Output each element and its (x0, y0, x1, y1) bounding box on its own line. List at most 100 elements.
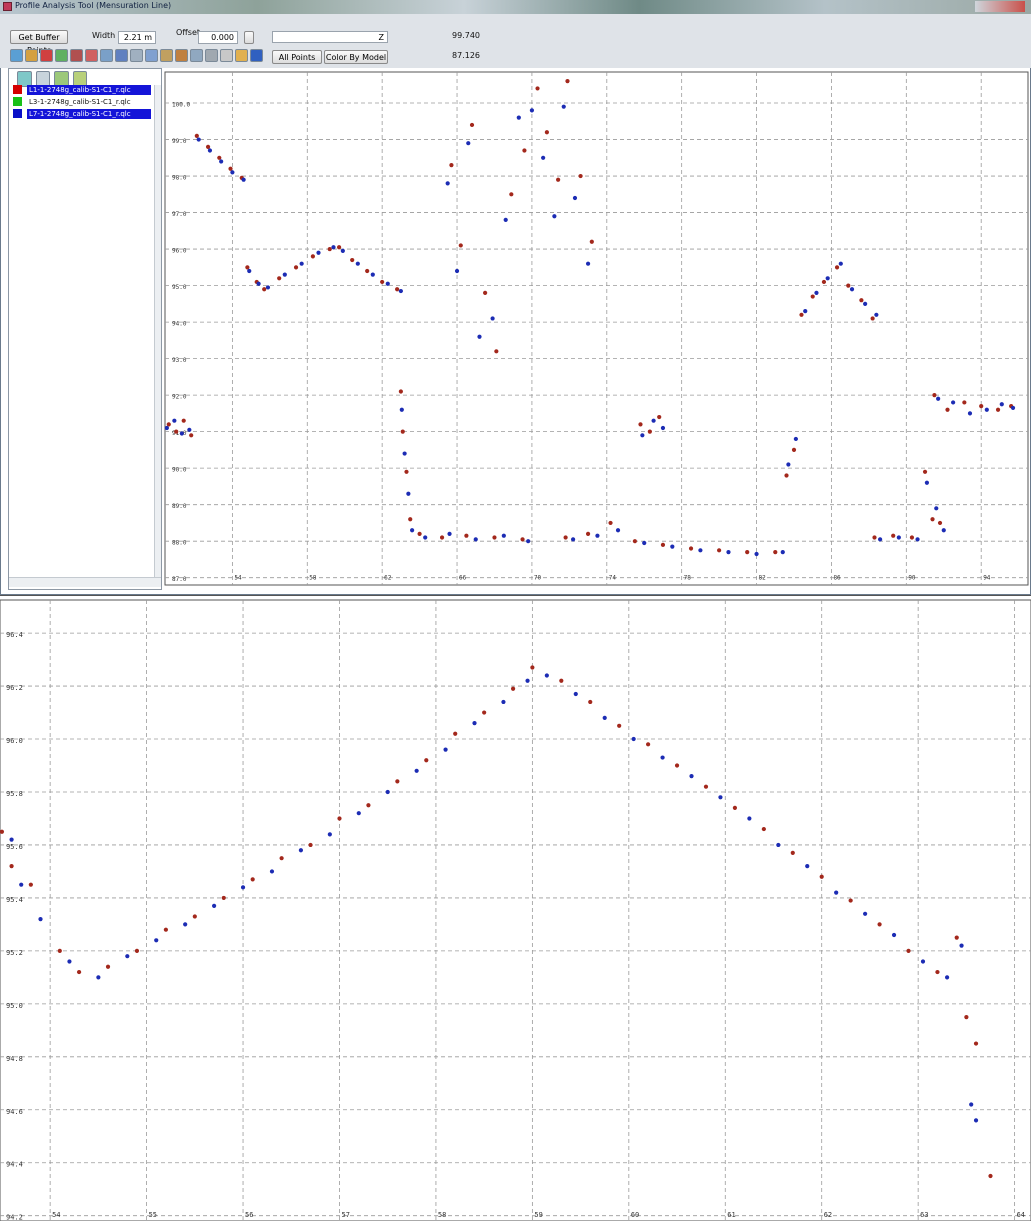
point (230, 170, 234, 174)
tool-icon[interactable] (145, 49, 158, 62)
point (747, 816, 751, 820)
point (187, 428, 191, 432)
point (410, 528, 414, 532)
point (247, 269, 251, 273)
point (996, 408, 1000, 412)
point (974, 1041, 978, 1045)
x-tick-label: 54 (52, 1211, 60, 1219)
layer-item[interactable]: L3-1-2748g_calib-S1-C1_r.qlc (11, 97, 159, 107)
point (938, 521, 942, 525)
slider-label: Z (379, 33, 384, 42)
y-tick-label: 97.0 (172, 211, 187, 218)
point (698, 548, 702, 552)
tool-icon[interactable] (175, 49, 188, 62)
tool-icon[interactable] (100, 49, 113, 62)
layer-item[interactable]: L7-1-2748g_calib-S1-C1_r.qlc (11, 109, 159, 119)
point (660, 755, 664, 759)
offset-spinner[interactable] (244, 31, 254, 44)
point (863, 912, 867, 916)
width-input[interactable]: 2.21 m (118, 31, 156, 44)
point (1000, 402, 1004, 406)
tool-icon[interactable] (85, 49, 98, 62)
point (403, 451, 407, 455)
point (603, 716, 607, 720)
x-tick-label: 58 (438, 1211, 446, 1219)
point (638, 422, 642, 426)
point (803, 309, 807, 313)
point (135, 949, 139, 953)
point (401, 430, 405, 434)
point (689, 546, 693, 550)
point (985, 408, 989, 412)
y-tick-label: 90.0 (172, 467, 187, 474)
z-min: 87.126 (452, 51, 480, 60)
point (455, 269, 459, 273)
tool-icon[interactable] (40, 49, 53, 62)
offset-input[interactable]: 0.000 (198, 31, 238, 44)
tool-icon[interactable] (25, 49, 38, 62)
tool-icon[interactable] (115, 49, 128, 62)
point (754, 552, 758, 556)
tool-icon[interactable] (70, 49, 83, 62)
point (717, 548, 721, 552)
tool-icon[interactable] (130, 49, 143, 62)
tool-icon[interactable] (55, 49, 68, 62)
point (470, 123, 474, 127)
point (878, 537, 882, 541)
point (530, 108, 534, 112)
tool-icon[interactable] (160, 49, 173, 62)
point (799, 313, 803, 317)
point (590, 240, 594, 244)
point (189, 433, 193, 437)
scrollbar[interactable] (154, 85, 161, 585)
point (509, 192, 513, 196)
x-tick-label: 54 (234, 575, 242, 582)
z-slider[interactable]: Z (272, 31, 388, 43)
x-tick-label: 62 (824, 1211, 832, 1219)
point (689, 774, 693, 778)
x-tick-label: 86 (833, 575, 841, 582)
scrollbar[interactable] (9, 577, 161, 587)
window-controls[interactable] (975, 1, 1025, 12)
point (395, 287, 399, 291)
point (440, 535, 444, 539)
x-tick-label: 94 (983, 575, 991, 582)
point (726, 550, 730, 554)
y-tick-label: 87.0 (172, 576, 187, 583)
x-tick-label: 63 (920, 1211, 928, 1219)
tool-icon[interactable] (205, 49, 218, 62)
point (675, 763, 679, 767)
layer-panel: L1-1-2748g_calib-S1-C1_r.qlc L3-1-2748g_c… (8, 68, 162, 590)
y-tick-label: 94.6 (6, 1108, 23, 1116)
tool-icon[interactable] (10, 49, 23, 62)
point (935, 970, 939, 974)
point (640, 433, 644, 437)
point (38, 917, 42, 921)
point (863, 302, 867, 306)
get-buffer-button[interactable]: Get Buffer Points (10, 30, 68, 44)
tool-icon[interactable] (250, 49, 263, 62)
point (328, 832, 332, 836)
color-mode[interactable]: Color By Model (324, 50, 388, 64)
y-tick-label: 98.0 (172, 175, 187, 182)
tool-icon[interactable] (220, 49, 233, 62)
point (283, 273, 287, 277)
point (535, 86, 539, 90)
y-tick-label: 95.2 (6, 949, 23, 957)
point (959, 943, 963, 947)
point (311, 254, 315, 258)
points-filter[interactable]: All Points (272, 50, 322, 64)
point (77, 970, 81, 974)
layer-item[interactable]: L1-1-2748g_calib-S1-C1_r.qlc (11, 85, 159, 95)
point (245, 265, 249, 269)
offset-label: Offset (176, 28, 200, 37)
point (776, 843, 780, 847)
tool-icon[interactable] (190, 49, 203, 62)
tool-icon[interactable] (235, 49, 248, 62)
point (219, 159, 223, 163)
point (517, 116, 521, 120)
point (586, 262, 590, 266)
point (262, 287, 266, 291)
point (472, 721, 476, 725)
point (874, 313, 878, 317)
